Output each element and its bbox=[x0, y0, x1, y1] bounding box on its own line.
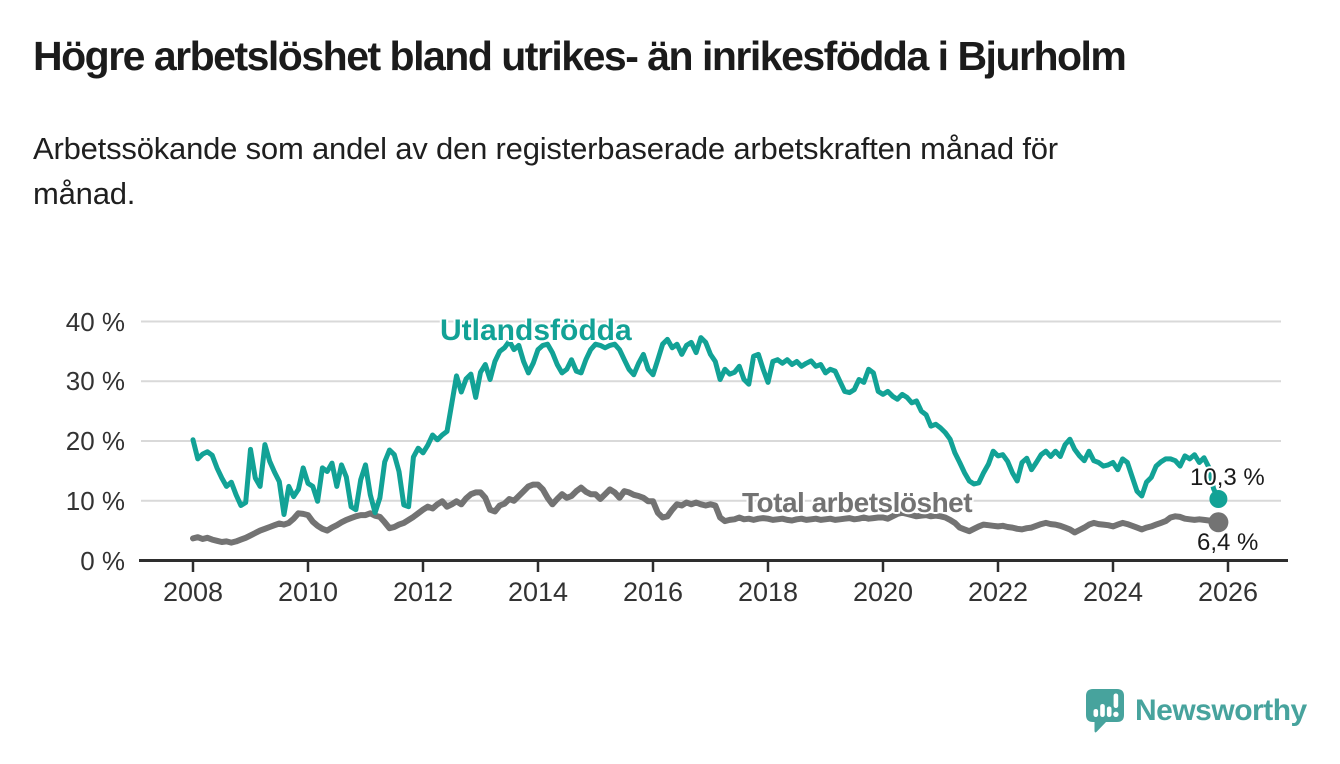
x-axis-label: 2014 bbox=[507, 577, 569, 607]
series-end-dot-total bbox=[1208, 512, 1229, 533]
x-axis-label: 2012 bbox=[392, 577, 454, 607]
x-axis-label: 2016 bbox=[622, 577, 684, 607]
newsworthy-logo-icon bbox=[1086, 689, 1124, 733]
newsworthy-logo[interactable]: Newsworthy bbox=[1085, 688, 1307, 734]
page-title: Högre arbetslöshet bland utrikes- än inr… bbox=[33, 33, 1127, 79]
x-axis-label: 2026 bbox=[1197, 577, 1259, 607]
series-line-utlandsfodda bbox=[190, 335, 1221, 517]
y-axis-label: 0 % bbox=[80, 545, 125, 576]
end-value-label-utlandsfodda: 10,3 % bbox=[1190, 464, 1265, 491]
series-end-dot-utlandsfodda bbox=[1209, 490, 1228, 508]
chart-subtitle: Arbetssökande som andel av den registerb… bbox=[33, 131, 1058, 211]
chart-canvas bbox=[139, 320, 1288, 572]
series-line-total bbox=[190, 481, 1222, 546]
x-axis-label: 2010 bbox=[277, 577, 339, 607]
y-axis-label: 40 % bbox=[65, 306, 125, 337]
x-axis-label: 2018 bbox=[737, 577, 799, 607]
end-value-label-total: 6,4 % bbox=[1197, 529, 1259, 556]
x-axis-label: 2008 bbox=[162, 577, 224, 607]
y-axis-label: 10 % bbox=[65, 485, 125, 516]
x-axis-label: 2020 bbox=[852, 577, 914, 607]
x-axis-label: 2024 bbox=[1082, 577, 1144, 607]
y-axis-label: 20 % bbox=[65, 426, 125, 456]
line-chart: 0 % 10 % 20 % 30 % 40 % 2008 2010 2012 2… bbox=[0, 30, 1340, 764]
series-label-utlandsfodda: Utlandsfödda bbox=[440, 314, 632, 347]
newsworthy-logo-text: Newsworthy bbox=[1135, 694, 1307, 727]
x-axis-label: 2022 bbox=[967, 577, 1029, 607]
series-label-total: Total arbetslöshet bbox=[742, 487, 973, 518]
y-axis-label: 30 % bbox=[65, 366, 125, 397]
